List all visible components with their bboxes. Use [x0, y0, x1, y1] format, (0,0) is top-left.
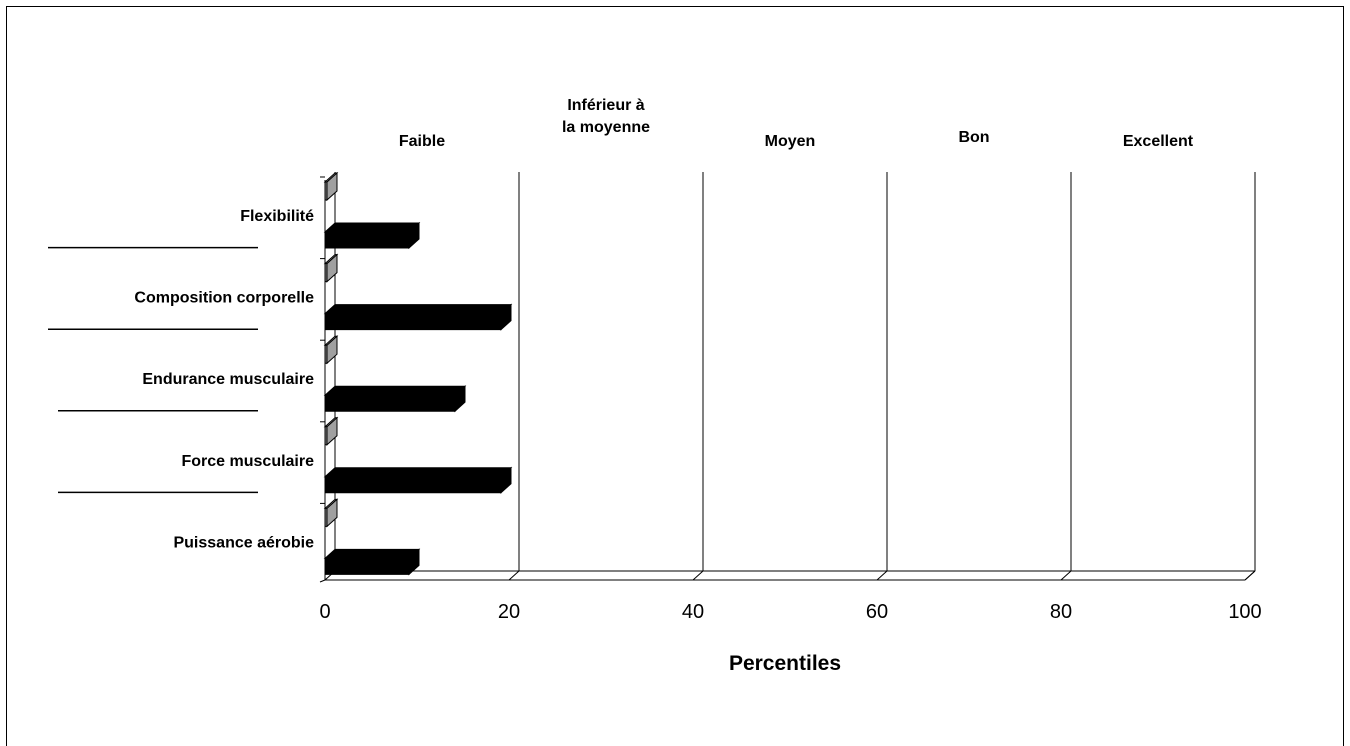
- bar-series-2-face: [324, 557, 410, 575]
- bar-series-2-face: [324, 476, 502, 494]
- x-tick-label: 0: [319, 601, 330, 623]
- bar-series-2: [323, 221, 421, 250]
- bar-series-2-face: [324, 231, 410, 249]
- bar-series-1-face: [324, 344, 328, 364]
- x-tick: [508, 570, 520, 581]
- x-axis-title: Percentiles: [729, 652, 841, 675]
- x-tick-label: 60: [866, 601, 888, 623]
- y-tick: [319, 579, 326, 583]
- bar-series-2-face: [323, 467, 513, 478]
- bar-series-2-face: [324, 313, 502, 331]
- bar-series-1-face: [324, 426, 328, 446]
- category-label: Endurance musculaire: [142, 371, 314, 388]
- zone-label: Inférieur à: [567, 97, 644, 114]
- bar-series-1: [323, 171, 339, 202]
- bar-series-1: [323, 498, 339, 528]
- x-tick: [692, 570, 704, 581]
- bar-series-2: [323, 303, 513, 331]
- bar-series-2: [323, 385, 467, 413]
- bar-series-2: [323, 466, 513, 494]
- category-label: Composition corporelle: [134, 290, 314, 307]
- bar-series-2-face: [323, 385, 467, 396]
- bar-series-1: [323, 416, 339, 446]
- x-tick: [876, 570, 888, 581]
- category-label: Flexibilité: [240, 208, 314, 225]
- chart-frame: [6, 6, 1344, 746]
- bar-series-2: [323, 548, 421, 576]
- x-tick: [1060, 570, 1072, 581]
- bar-series-1-face: [324, 181, 328, 201]
- category-label: Puissance aérobie: [173, 534, 314, 551]
- bar-series-1: [323, 253, 339, 283]
- x-tick-label: 20: [498, 601, 520, 623]
- zone-label: Moyen: [765, 133, 816, 150]
- zone-label: Faible: [399, 133, 445, 150]
- x-tick: [1244, 570, 1256, 581]
- bar-series-1: [323, 335, 339, 365]
- zone-label: la moyenne: [562, 119, 650, 136]
- zone-label: Excellent: [1123, 133, 1194, 150]
- zone-label: Bon: [958, 129, 989, 146]
- x-tick-label: 80: [1050, 601, 1072, 623]
- category-label: Force musculaire: [182, 453, 315, 470]
- bar-series-1-face: [324, 263, 328, 283]
- bar-series-2-face: [323, 222, 421, 233]
- bar-series-2-face: [323, 304, 513, 315]
- bar-series-2-face: [324, 394, 456, 412]
- bar-series-2-face: [323, 548, 421, 559]
- x-tick-label: 100: [1228, 601, 1261, 623]
- bar-series-1-face: [324, 507, 328, 527]
- x-tick-label: 40: [682, 601, 704, 623]
